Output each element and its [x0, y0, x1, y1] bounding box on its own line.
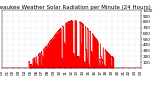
Title: Milwaukee Weather Solar Radiation per Minute (24 Hours): Milwaukee Weather Solar Radiation per Mi… [0, 5, 151, 10]
